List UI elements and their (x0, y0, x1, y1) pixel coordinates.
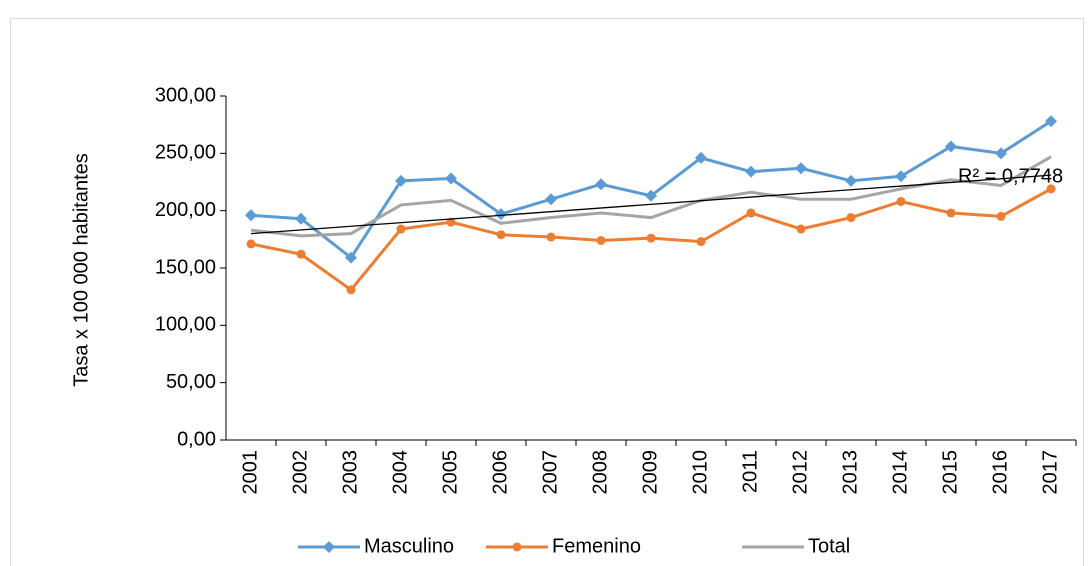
data-point (446, 217, 456, 227)
x-tick-label: 2005 (439, 450, 461, 495)
y-axis-title: Tasa x 100 000 habitantes (70, 153, 92, 387)
series-line (250, 155, 1052, 238)
data-point (945, 140, 957, 153)
x-tick-label: 2014 (889, 450, 911, 495)
x-tick-label: 2010 (689, 450, 711, 495)
x-tick-label: 2008 (589, 450, 611, 495)
data-point (495, 208, 507, 221)
data-point (745, 165, 757, 178)
data-point (345, 251, 357, 264)
data-point (996, 211, 1006, 221)
y-tick-label: 150,00 (155, 256, 216, 278)
data-point (295, 212, 307, 225)
data-point (796, 224, 806, 234)
data-point (595, 178, 607, 191)
data-point (646, 233, 656, 243)
data-point (395, 174, 407, 187)
x-tick-label: 2016 (989, 450, 1011, 495)
data-point (696, 237, 706, 247)
chart-border (10, 18, 1084, 566)
legend-label: Masculino (364, 535, 454, 557)
data-point (1045, 115, 1057, 128)
data-point (445, 172, 457, 185)
data-point (845, 174, 857, 187)
data-point (746, 208, 756, 218)
y-tick-label: 0,00 (177, 428, 216, 450)
x-tick-label: 2011 (739, 450, 761, 493)
data-point (995, 147, 1007, 160)
x-tick-label: 2001 (239, 450, 261, 495)
x-tick-label: 2007 (539, 450, 561, 495)
data-point (596, 235, 606, 245)
y-tick-label: 300,00 (155, 84, 216, 106)
legend-marker (323, 541, 335, 553)
x-tick-label: 2003 (339, 450, 361, 495)
data-point (546, 232, 556, 242)
data-point (895, 170, 907, 183)
data-point (896, 196, 906, 206)
legend-marker (512, 542, 522, 552)
legend-label: Femenino (552, 535, 641, 557)
x-tick-label: 2012 (789, 450, 811, 495)
x-tick-label: 2013 (839, 450, 861, 495)
y-tick-label: 100,00 (155, 314, 216, 336)
legend-label: Total (808, 535, 850, 557)
x-tick-label: 2002 (289, 450, 311, 495)
data-point (1046, 184, 1056, 194)
data-point (846, 213, 856, 223)
y-tick-label: 250,00 (155, 142, 216, 164)
data-point (296, 249, 306, 259)
x-tick-label: 2009 (639, 450, 661, 495)
x-tick-label: 2006 (489, 450, 511, 495)
data-point (645, 189, 657, 202)
data-point (396, 224, 406, 234)
data-point (246, 239, 256, 249)
data-point (946, 208, 956, 218)
trendline-label: R² = 0,7748 (958, 165, 1063, 187)
data-point (695, 151, 707, 164)
x-tick-label: 2017 (1039, 450, 1061, 495)
data-point (496, 230, 506, 240)
x-tick-label: 2015 (939, 450, 961, 495)
data-point (245, 209, 257, 222)
trendline (250, 174, 1052, 235)
x-tick-label: 2004 (389, 450, 411, 495)
data-point (346, 285, 356, 295)
y-tick-label: 50,00 (166, 371, 216, 393)
data-point (795, 162, 807, 175)
y-tick-label: 200,00 (155, 199, 216, 221)
data-point (545, 193, 557, 206)
